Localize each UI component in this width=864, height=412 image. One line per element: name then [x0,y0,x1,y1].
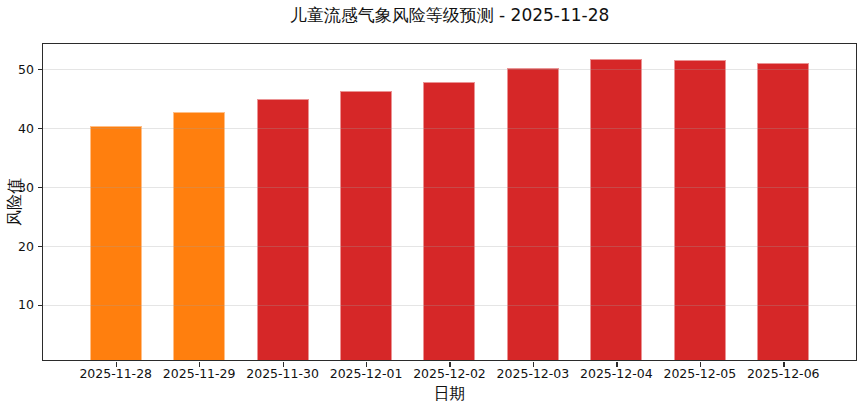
bar [423,82,475,360]
y-tick-label: 20 [18,241,34,254]
x-tick-label: 2025-12-05 [663,368,736,381]
x-tick-label: 2025-12-01 [330,368,403,381]
bar-slot: 2025-12-06 [742,44,825,360]
x-tick-label: 2025-11-28 [79,368,152,381]
y-tick-label: 40 [18,123,34,136]
bar [90,126,142,360]
bar [674,60,726,360]
bar-slot: 2025-12-01 [324,44,407,360]
y-tick-mark [38,69,42,70]
bar-slot: 2025-11-29 [157,44,240,360]
bars-row: 2025-11-282025-11-292025-11-302025-12-01… [43,44,856,360]
bar [340,91,392,361]
bar [590,59,642,360]
flu-risk-forecast-chart: 儿童流感气象风险等级预测 - 2025-11-28 风险值 2025-11-28… [0,0,864,412]
x-axis-label: 日期 [42,384,857,405]
bar-slot: 2025-11-30 [241,44,324,360]
plot-area: 2025-11-282025-11-292025-11-302025-12-01… [42,43,857,361]
x-tick-label: 2025-12-02 [413,368,486,381]
x-tick-label: 2025-12-04 [580,368,653,381]
y-tick-label: 50 [18,64,34,77]
bar-slot: 2025-12-04 [575,44,658,360]
y-tick-mark [38,187,42,188]
y-tick-label: 30 [18,182,34,195]
x-tick-label: 2025-11-29 [163,368,236,381]
x-tick-label: 2025-12-03 [497,368,570,381]
y-tick-label: 10 [18,300,34,313]
bar-slot: 2025-12-03 [491,44,574,360]
bar [173,112,225,360]
bar [257,99,309,360]
chart-title: 儿童流感气象风险等级预测 - 2025-11-28 [42,4,857,27]
y-tick-mark [38,305,42,306]
bar-slot: 2025-12-05 [658,44,741,360]
y-tick-mark [38,246,42,247]
x-tick-label: 2025-12-06 [747,368,820,381]
bar-slot: 2025-11-28 [74,44,157,360]
bar [507,68,559,360]
bar-slot: 2025-12-02 [408,44,491,360]
y-tick-mark [38,128,42,129]
bar [757,63,809,360]
x-tick-label: 2025-11-30 [246,368,319,381]
